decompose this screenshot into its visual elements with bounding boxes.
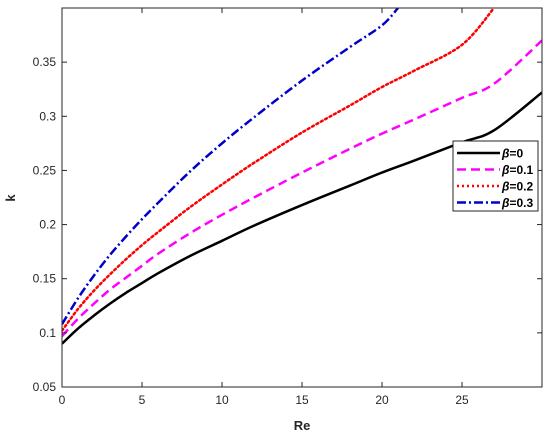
legend-value: =0.3 bbox=[509, 196, 533, 210]
y-axis-label: k bbox=[3, 194, 18, 202]
x-tick-label: 20 bbox=[375, 393, 389, 407]
y-tick-label: 0.2 bbox=[39, 218, 56, 232]
y-tick-label: 0.15 bbox=[33, 272, 57, 286]
series-line-2 bbox=[62, 8, 496, 332]
y-tick-label: 0.1 bbox=[39, 326, 56, 340]
legend-symbol: β bbox=[501, 180, 510, 194]
legend-symbol: β bbox=[501, 196, 510, 210]
x-tick-label: 0 bbox=[59, 393, 66, 407]
x-tick-label: 15 bbox=[295, 393, 309, 407]
legend-value: =0 bbox=[509, 147, 523, 161]
legend-label-1: β=0.1 bbox=[501, 163, 533, 177]
y-axis: 0.05 0.1 0.15 0.2 0.25 0.3 0.35 bbox=[33, 55, 542, 394]
y-tick-label: 0.05 bbox=[33, 380, 57, 394]
legend: β=0β=0.1β=0.2β=0.3 bbox=[452, 140, 539, 212]
legend-symbol: β bbox=[501, 147, 510, 161]
legend-label-2: β=0.2 bbox=[501, 180, 533, 194]
y-tick-label: 0.35 bbox=[33, 55, 57, 69]
series-line-3 bbox=[62, 8, 399, 325]
legend-value: =0.1 bbox=[509, 163, 533, 177]
legend-value: =0.2 bbox=[509, 180, 533, 194]
x-tick-label: 10 bbox=[215, 393, 229, 407]
series-layer bbox=[62, 8, 542, 345]
x-tick-label: 5 bbox=[139, 393, 146, 407]
y-tick-label: 0.25 bbox=[33, 163, 57, 177]
series-line-0 bbox=[62, 91, 542, 345]
x-axis: 0 5 10 15 20 25 bbox=[59, 8, 469, 407]
x-axis-label: Re bbox=[294, 418, 311, 433]
legend-symbol: β bbox=[501, 163, 510, 177]
y-tick-label: 0.3 bbox=[39, 109, 56, 123]
x-tick-label: 25 bbox=[455, 393, 469, 407]
legend-label-0: β=0 bbox=[501, 147, 523, 161]
series-line-1 bbox=[62, 39, 542, 337]
legend-label-3: β=0.3 bbox=[501, 196, 533, 210]
